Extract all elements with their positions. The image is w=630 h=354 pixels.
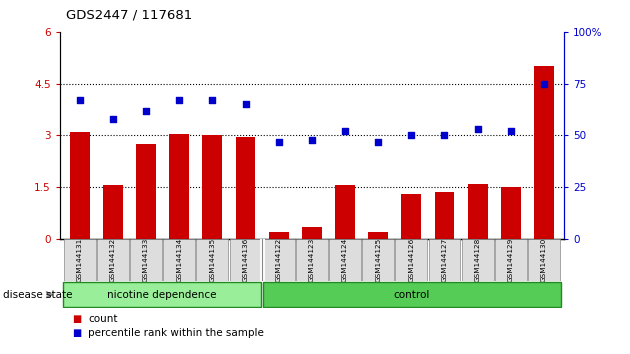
Point (174, 97, 184, 103)
Text: disease state: disease state (3, 290, 72, 300)
Text: GSM144131: GSM144131 (77, 238, 83, 282)
Point (141, 108, 151, 113)
Point (307, 137, 317, 142)
Point (75, 97, 85, 103)
Bar (202, 136, 222, 239)
Point (241, 102, 251, 107)
Bar (467, 184, 488, 239)
Bar (236, 137, 256, 239)
FancyBboxPatch shape (362, 239, 394, 281)
Text: GSM144122: GSM144122 (276, 238, 282, 282)
Bar (335, 185, 355, 239)
Text: GSM144123: GSM144123 (309, 238, 315, 282)
Bar (70, 132, 89, 239)
Text: GSM144133: GSM144133 (143, 238, 149, 282)
FancyBboxPatch shape (263, 239, 295, 281)
Text: GSM144128: GSM144128 (474, 238, 481, 282)
Text: nicotine dependence: nicotine dependence (107, 290, 217, 300)
Text: GSM144126: GSM144126 (408, 238, 415, 282)
FancyBboxPatch shape (462, 239, 493, 281)
FancyBboxPatch shape (64, 239, 96, 281)
FancyBboxPatch shape (495, 239, 527, 281)
FancyBboxPatch shape (97, 239, 129, 281)
FancyBboxPatch shape (229, 239, 261, 281)
Text: GSM144134: GSM144134 (176, 238, 182, 282)
Point (406, 132, 416, 138)
Point (373, 139, 383, 144)
Bar (534, 67, 554, 239)
Text: GSM144135: GSM144135 (209, 238, 215, 282)
Text: count: count (88, 314, 118, 324)
Point (340, 129, 350, 134)
Bar (103, 185, 123, 239)
FancyBboxPatch shape (197, 239, 228, 281)
Bar (368, 232, 388, 239)
Text: ■: ■ (72, 329, 82, 338)
FancyBboxPatch shape (130, 239, 162, 281)
Bar (435, 192, 454, 239)
Bar (269, 232, 289, 239)
Text: GSM144130: GSM144130 (541, 238, 547, 282)
Point (207, 97, 217, 103)
FancyBboxPatch shape (296, 239, 328, 281)
Point (273, 139, 284, 144)
FancyBboxPatch shape (528, 239, 560, 281)
Text: ■: ■ (72, 314, 82, 324)
Text: GDS2447 / 117681: GDS2447 / 117681 (66, 8, 192, 21)
Point (539, 81, 549, 86)
FancyBboxPatch shape (263, 282, 561, 307)
FancyBboxPatch shape (63, 282, 261, 307)
Text: percentile rank within the sample: percentile rank within the sample (88, 329, 264, 338)
FancyBboxPatch shape (428, 239, 461, 281)
Text: GSM144127: GSM144127 (442, 238, 447, 282)
Point (440, 132, 450, 138)
Bar (501, 187, 521, 239)
Text: GSM144124: GSM144124 (342, 238, 348, 282)
Text: GSM144125: GSM144125 (375, 238, 381, 282)
Text: GSM144136: GSM144136 (243, 238, 248, 282)
FancyBboxPatch shape (396, 239, 427, 281)
Point (472, 126, 483, 132)
Bar (169, 134, 189, 239)
Text: GSM144129: GSM144129 (508, 238, 514, 282)
FancyBboxPatch shape (163, 239, 195, 281)
Bar (302, 227, 322, 239)
Text: control: control (394, 290, 430, 300)
Bar (401, 194, 421, 239)
Bar (136, 144, 156, 239)
Point (108, 116, 118, 122)
FancyBboxPatch shape (329, 239, 361, 281)
Text: GSM144132: GSM144132 (110, 238, 116, 282)
Point (506, 129, 516, 134)
